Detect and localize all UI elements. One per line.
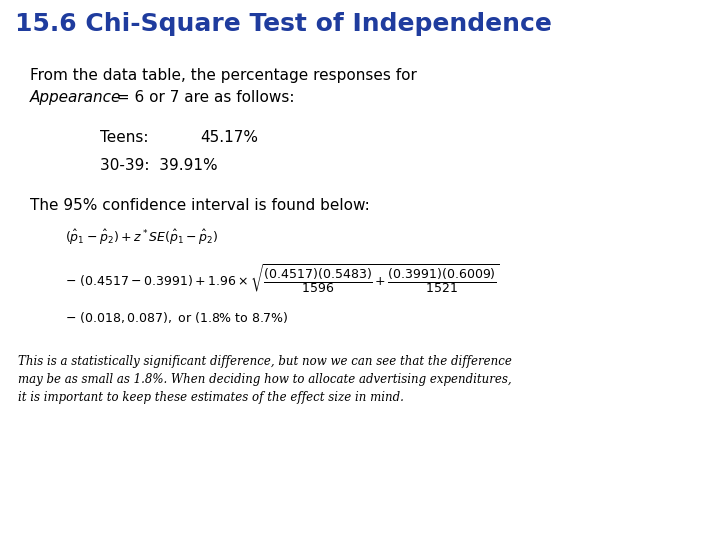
Text: Teens:: Teens: bbox=[100, 130, 148, 145]
Text: This is a statistically significant difference, but now we can see that the diff: This is a statistically significant diff… bbox=[18, 355, 512, 404]
Text: Appearance: Appearance bbox=[30, 90, 122, 105]
Text: $-\ (0.018, 0.087),\ \mathrm{or}\ (1.8\%\ \mathrm{to}\ 8.7\%)$: $-\ (0.018, 0.087),\ \mathrm{or}\ (1.8\%… bbox=[65, 310, 288, 325]
Text: From the data table, the percentage responses for: From the data table, the percentage resp… bbox=[30, 68, 417, 83]
Text: 30-39:  39.91%: 30-39: 39.91% bbox=[100, 158, 217, 173]
Text: The 95% confidence interval is found below:: The 95% confidence interval is found bel… bbox=[30, 198, 370, 213]
Text: $-\ (0.4517 - 0.3991) + 1.96 \times \sqrt{\dfrac{(0.4517)(0.5483)}{1596} + \dfra: $-\ (0.4517 - 0.3991) + 1.96 \times \sqr… bbox=[65, 262, 500, 295]
Text: $(\hat{p}_1 - \hat{p}_2) + z^*SE(\hat{p}_1 - \hat{p}_2)$: $(\hat{p}_1 - \hat{p}_2) + z^*SE(\hat{p}… bbox=[65, 228, 218, 247]
Text: 15.6 Chi-Square Test of Independence: 15.6 Chi-Square Test of Independence bbox=[15, 12, 552, 36]
Text: = 6 or 7 are as follows:: = 6 or 7 are as follows: bbox=[112, 90, 294, 105]
Text: 45.17%: 45.17% bbox=[200, 130, 258, 145]
